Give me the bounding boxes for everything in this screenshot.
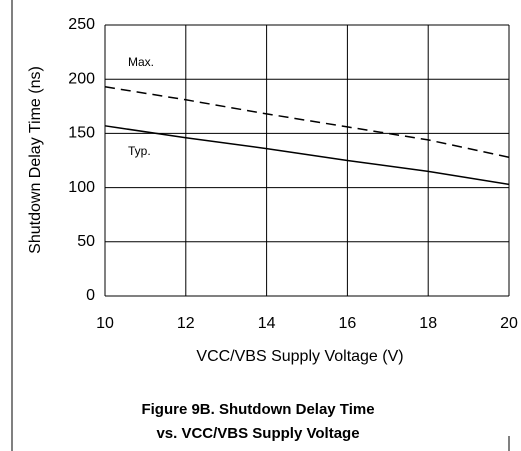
chart-title: Figure 9B. Shutdown Delay Time [141,401,374,418]
x-tick-label: 14 [258,315,276,332]
y-axis-label: Shutdown Delay Time (ns) [27,66,44,254]
data-line [104,86,510,158]
x-tick-label: 12 [177,315,195,332]
x-axis-label: VCC/VBS Supply Voltage (V) [196,348,403,365]
y-tick-label: 50 [77,233,95,250]
y-tick-label: 100 [68,179,95,196]
chart-subtitle: vs. VCC/VBS Supply Voltage [156,425,359,442]
x-tick-label: 16 [339,315,357,332]
series-label: Typ. [128,144,151,158]
x-tick-label: 20 [500,315,518,332]
y-tick-label: 250 [68,16,95,33]
x-tick-label: 18 [419,315,437,332]
y-tick-label: 150 [68,125,95,142]
y-tick-label: 200 [68,70,95,87]
data-line [104,125,510,186]
y-tick-label: 0 [86,287,95,304]
series-label: Max. [128,55,154,69]
x-tick-label: 10 [96,315,114,332]
